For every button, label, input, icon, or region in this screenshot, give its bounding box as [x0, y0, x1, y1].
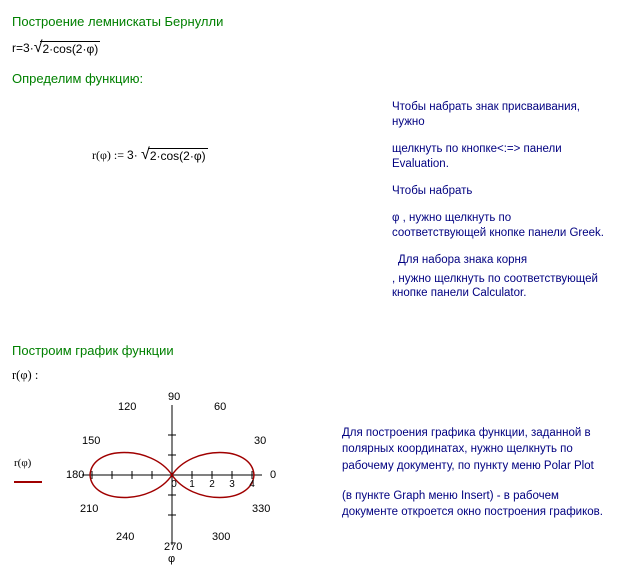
angle-150: 150: [82, 435, 100, 447]
angle-0: 0: [270, 469, 276, 481]
formula1-lhs: r=: [12, 41, 23, 55]
define-sqrt: √ 2·cos(2·φ): [141, 146, 208, 164]
tip-line-4: φ , нужно щелкнуть по соответствующей кн…: [392, 211, 605, 241]
angle-60: 60: [214, 401, 226, 413]
tip-line-1: Чтобы набрать знак присваивания, нужно: [392, 100, 605, 130]
sqrt-expr: √ 2·cos(2·φ): [34, 39, 101, 57]
angle-300: 300: [212, 531, 230, 543]
define-heading: Определим функцию:: [12, 71, 605, 86]
svg-text:2: 2: [209, 479, 215, 490]
plot-colon: :: [32, 368, 39, 382]
angle-210: 210: [80, 503, 98, 515]
svg-text:0: 0: [171, 479, 177, 490]
tip-line-2: щелкнуть по кнопке<:=> панели Evaluation…: [392, 142, 605, 172]
formula-initial: r= 3· √ 2·cos(2·φ): [12, 39, 605, 57]
tip-line-3: Чтобы набрать: [392, 184, 605, 199]
define-lhs: r(φ) :=: [92, 148, 127, 162]
formula1-coeff: 3·: [23, 41, 34, 55]
plot-note-column: Для построения графика функции, заданной…: [342, 395, 605, 533]
tip-line-5: Для набора знака корня: [392, 253, 605, 268]
plot-note-2: (в пункте Graph меню Insert) - в рабочем…: [342, 488, 605, 520]
plot-section: 0 1 2 3 4 90 60 30 0 330 300 270 240 210…: [12, 395, 605, 555]
plot-fn: r(φ): [12, 368, 32, 382]
svg-text:4: 4: [249, 479, 255, 490]
tips-column: Чтобы набрать знак присваивания, нужно щ…: [392, 96, 605, 313]
polar-plot-svg: 0 1 2 3 4: [42, 395, 342, 555]
angle-270: 270: [164, 541, 182, 553]
plot-bottom-label: φ: [168, 553, 175, 565]
tip-line-4b: , нужно щелкнуть по соответствующей кноп…: [392, 212, 604, 239]
angle-30: 30: [254, 435, 266, 447]
define-formula: r(φ) := 3· √ 2·cos(2·φ): [12, 96, 392, 164]
svg-text:1: 1: [189, 479, 195, 490]
define-radicand: 2·cos(2·φ): [148, 148, 208, 163]
angle-330: 330: [252, 503, 270, 515]
angle-90: 90: [168, 391, 180, 403]
formula1-radicand: 2·cos(2·φ): [40, 41, 100, 56]
define-coeff: 3·: [127, 148, 138, 162]
polar-plot: 0 1 2 3 4 90 60 30 0 330 300 270 240 210…: [12, 395, 342, 555]
angle-120: 120: [118, 401, 136, 413]
legend-line: [14, 481, 42, 483]
define-section: r(φ) := 3· √ 2·cos(2·φ) Чтобы набрать зн…: [12, 96, 605, 313]
plot-function-label: r(φ) :: [12, 368, 605, 383]
plot-heading: Построим график функции: [12, 343, 605, 358]
angle-240: 240: [116, 531, 134, 543]
page-title: Построение лемнискаты Бернулли: [12, 14, 605, 29]
plot-left-label: r(φ): [14, 457, 31, 469]
svg-text:3: 3: [229, 479, 235, 490]
tip-line-6: , нужно щелкнуть по соответствующей кноп…: [392, 272, 605, 302]
angle-180: 180: [66, 469, 84, 481]
plot-note-1: Для построения графика функции, заданной…: [342, 425, 605, 473]
